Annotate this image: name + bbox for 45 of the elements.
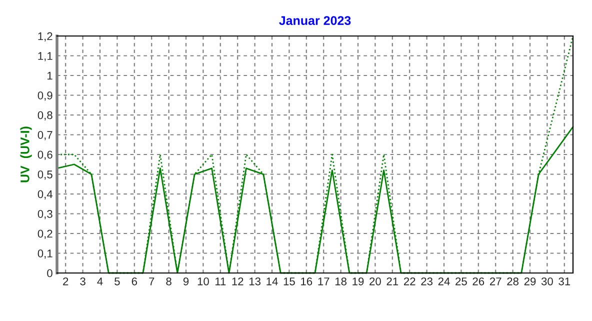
x-tick-label: 30 (541, 277, 553, 286)
x-tick-label: 31 (558, 277, 570, 286)
y-tick-label: 0,2 (38, 230, 52, 239)
chart-title: Januar 2023 (279, 16, 351, 26)
x-tick-label: 5 (114, 278, 120, 286)
y-tick-label: 0 (47, 269, 52, 278)
x-tick-label: 27 (490, 277, 502, 286)
x-tick-label: 15 (284, 278, 295, 286)
x-tick-label: 18 (335, 277, 346, 286)
x-tick-label: 29 (524, 277, 536, 286)
y-tick-label: 0,1 (38, 250, 52, 259)
x-tick-label: 21 (386, 277, 398, 286)
x-tick-label: 20 (370, 277, 381, 286)
x-tick-label: 4 (97, 278, 103, 286)
x-tick-label: 13 (249, 277, 260, 286)
x-tick-label: 14 (266, 278, 278, 286)
x-tick-label: 19 (352, 277, 364, 286)
x-tick-label: 2 (63, 277, 68, 286)
y-tick-label: 0,8 (38, 111, 52, 120)
y-tick-label: 1,1 (38, 52, 52, 62)
x-tick-label: 6 (132, 277, 137, 286)
x-tick-label: 9 (183, 277, 189, 286)
x-tick-label: 16 (301, 277, 312, 286)
x-tick-label: 7 (149, 278, 154, 286)
y-tick-label: 0,9 (38, 92, 52, 101)
x-tick-label: 24 (438, 277, 450, 286)
y-tick-label: 0,5 (38, 170, 52, 180)
y-tick-label: 1 (48, 72, 52, 80)
y-tick-label: 0,4 (38, 190, 53, 200)
x-tick-label: 28 (507, 277, 518, 286)
y-axis-title: UV (UV-I) (20, 126, 32, 182)
x-tick-label: 12 (232, 277, 244, 286)
x-tick-label: 10 (198, 277, 209, 286)
x-tick-label: 11 (215, 278, 226, 286)
x-tick-label: 26 (472, 277, 484, 286)
x-tick-label: 8 (166, 277, 172, 286)
x-tick-label: 25 (456, 277, 467, 286)
y-tick-label: 0,6 (38, 150, 52, 160)
y-tick-label: 0,3 (38, 210, 52, 220)
x-tick-label: 23 (421, 277, 432, 286)
x-tick-label: 3 (80, 277, 86, 286)
x-tick-label: 22 (404, 277, 416, 286)
y-tick-label: 0,7 (38, 131, 52, 140)
y-tick-label: 1,2 (38, 32, 52, 42)
x-tick-label: 17 (318, 278, 330, 286)
